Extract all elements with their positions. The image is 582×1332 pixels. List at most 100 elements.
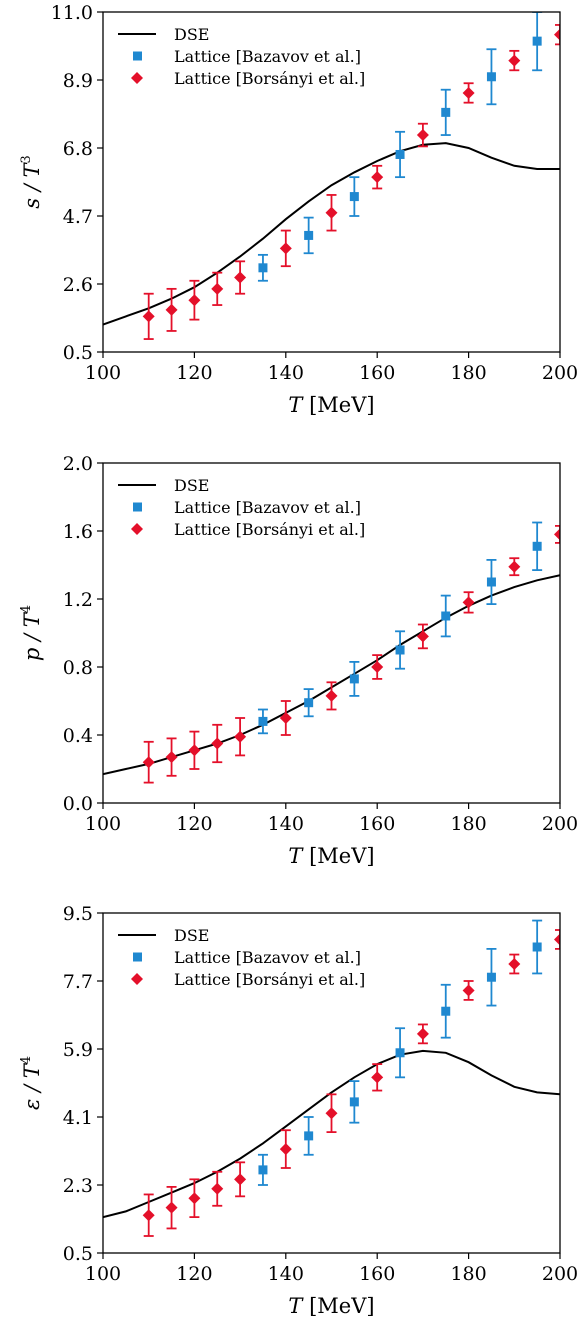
y-tick-label: 1.6 bbox=[63, 521, 93, 543]
marker-diamond bbox=[462, 984, 475, 997]
y-tick-label: 2.6 bbox=[63, 274, 93, 296]
y-tick-label: 4.1 bbox=[63, 1107, 93, 1129]
data-point bbox=[440, 594, 451, 638]
y-tick-label: 2.0 bbox=[63, 453, 93, 475]
marker-square bbox=[395, 645, 405, 655]
data-point bbox=[395, 1027, 406, 1079]
legend-label: Lattice [Borsányi et al.] bbox=[174, 970, 365, 989]
y-axis-label-main: p / T bbox=[20, 611, 44, 661]
y-axis-label: p / T4 bbox=[19, 605, 44, 661]
marker-square bbox=[532, 942, 542, 952]
data-point bbox=[142, 740, 155, 784]
marker-square bbox=[395, 1048, 405, 1058]
legend-marker-square bbox=[133, 502, 142, 512]
marker-diamond bbox=[325, 1107, 338, 1120]
marker-diamond bbox=[462, 86, 475, 99]
marker-diamond bbox=[165, 751, 178, 764]
data-point bbox=[325, 1093, 338, 1134]
marker-square bbox=[304, 698, 314, 708]
marker-diamond bbox=[279, 712, 292, 724]
legend-label: Lattice [Borsányi et al.] bbox=[174, 69, 365, 88]
x-axis-label-unit: [MeV] bbox=[302, 1294, 374, 1318]
y-tick-label: 0.5 bbox=[63, 342, 93, 364]
data-point bbox=[416, 1023, 429, 1045]
legend-label: Lattice [Borsányi et al.] bbox=[174, 520, 365, 539]
x-tick-label: 160 bbox=[359, 362, 395, 384]
data-point bbox=[486, 48, 497, 106]
legend-label: DSE bbox=[174, 476, 209, 495]
marker-diamond bbox=[142, 1209, 155, 1222]
data-point bbox=[532, 12, 543, 72]
marker-diamond bbox=[211, 1182, 224, 1195]
data-point bbox=[508, 49, 521, 72]
x-tick-label: 100 bbox=[85, 362, 121, 384]
marker-diamond bbox=[416, 1027, 429, 1040]
data-point bbox=[508, 953, 521, 975]
y-tick-label: 8.9 bbox=[63, 70, 93, 92]
marker-square bbox=[532, 36, 542, 46]
x-axis-label-var: T bbox=[288, 844, 304, 868]
x-axis-label-var: T bbox=[288, 1294, 304, 1318]
marker-diamond bbox=[371, 661, 384, 673]
plot-area bbox=[103, 919, 560, 1237]
data-point bbox=[257, 253, 268, 282]
data-point bbox=[142, 1193, 155, 1237]
marker-square bbox=[258, 263, 268, 273]
legend-label: Lattice [Bazavov et al.] bbox=[174, 498, 361, 517]
plot-frame bbox=[102, 912, 561, 1254]
x-tick-label: 140 bbox=[268, 813, 304, 835]
data-point bbox=[349, 1080, 360, 1124]
marker-diamond bbox=[188, 1192, 201, 1205]
y-tick-label: 2.3 bbox=[63, 1175, 93, 1197]
data-point bbox=[486, 947, 497, 1007]
x-axis-label: T [MeV] bbox=[288, 844, 374, 868]
legend-label: Lattice [Bazavov et al.] bbox=[174, 948, 361, 967]
data-point bbox=[165, 1185, 178, 1230]
data-point bbox=[462, 591, 475, 614]
y-tick-label: 11.0 bbox=[51, 2, 93, 24]
data-point bbox=[508, 557, 521, 577]
legend-marker-diamond bbox=[131, 72, 143, 84]
marker-diamond bbox=[325, 206, 338, 219]
y-tick-label: 0.4 bbox=[63, 725, 93, 747]
y-axis-label-exponent: 4 bbox=[19, 605, 34, 613]
series-line-dse bbox=[103, 142, 560, 326]
data-point bbox=[279, 229, 292, 268]
y-tick-label: 6.8 bbox=[63, 138, 93, 160]
data-point bbox=[554, 525, 560, 544]
x-axis-label: T [MeV] bbox=[288, 1294, 374, 1318]
marker-diamond bbox=[188, 294, 201, 307]
y-axis-label-exponent: 3 bbox=[19, 155, 34, 163]
y-tick-label: 5.9 bbox=[63, 1039, 93, 1061]
marker-diamond bbox=[279, 242, 292, 255]
data-point bbox=[462, 980, 475, 1001]
legend-marker-square bbox=[133, 952, 142, 962]
data-point bbox=[554, 929, 560, 950]
marker-square bbox=[486, 72, 496, 82]
marker-diamond bbox=[554, 528, 560, 541]
marker-diamond bbox=[211, 282, 224, 295]
marker-diamond bbox=[234, 730, 247, 743]
marker-diamond bbox=[508, 958, 521, 970]
x-axis-label-var: T bbox=[288, 393, 304, 417]
x-axis-label: T [MeV] bbox=[288, 393, 374, 417]
plot-area bbox=[103, 12, 560, 340]
plot-frame bbox=[102, 11, 561, 353]
x-tick-label: 140 bbox=[268, 1263, 304, 1285]
marker-diamond bbox=[279, 1143, 292, 1156]
marker-square bbox=[304, 1131, 314, 1141]
marker-diamond bbox=[325, 689, 338, 702]
data-point bbox=[371, 1063, 384, 1092]
marker-square bbox=[258, 1165, 268, 1175]
data-point bbox=[349, 176, 360, 217]
data-point bbox=[395, 130, 406, 179]
y-axis-label-exponent: 4 bbox=[19, 1056, 34, 1064]
y-axis-label: s / T3 bbox=[19, 155, 44, 209]
marker-diamond bbox=[165, 303, 178, 316]
marker-square bbox=[304, 230, 314, 240]
data-point bbox=[325, 681, 338, 711]
marker-diamond bbox=[462, 596, 475, 609]
data-point bbox=[165, 737, 178, 777]
marker-square bbox=[441, 611, 451, 621]
